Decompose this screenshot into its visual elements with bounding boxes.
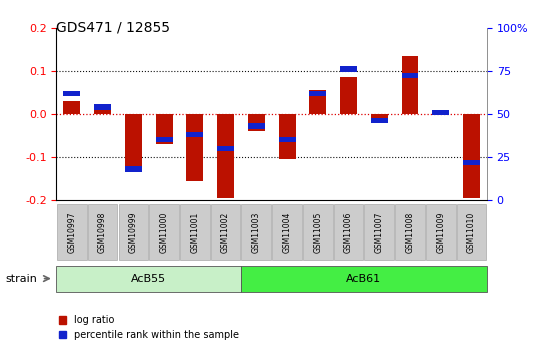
Text: GSM11010: GSM11010 [467, 211, 476, 253]
Bar [340, 77, 357, 114]
Bar [63, 101, 80, 114]
Bar [94, 104, 111, 110]
Bar [433, 110, 449, 114]
Bar [125, 114, 142, 172]
Bar [463, 159, 480, 165]
Text: GSM11001: GSM11001 [190, 211, 200, 253]
Bar [309, 91, 326, 96]
Bar [248, 114, 265, 131]
Bar [186, 132, 203, 137]
Bar [94, 105, 111, 114]
Bar [186, 114, 203, 181]
Text: GSM11002: GSM11002 [221, 211, 230, 253]
Text: GSM11007: GSM11007 [375, 211, 384, 253]
Bar [125, 167, 142, 172]
Bar [463, 114, 480, 198]
Bar [155, 137, 173, 142]
Bar [433, 110, 449, 115]
Bar [401, 73, 419, 79]
Bar [340, 66, 357, 72]
Bar [279, 137, 295, 142]
Text: strain: strain [5, 274, 37, 284]
Text: GSM11000: GSM11000 [160, 211, 168, 253]
Legend: log ratio, percentile rank within the sample: log ratio, percentile rank within the sa… [59, 315, 239, 340]
Text: GSM11004: GSM11004 [282, 211, 292, 253]
Bar [401, 56, 419, 114]
Text: GSM11003: GSM11003 [252, 211, 261, 253]
Bar [279, 114, 295, 159]
Text: GSM10999: GSM10999 [129, 211, 138, 253]
Bar [371, 114, 388, 122]
Text: GSM11006: GSM11006 [344, 211, 353, 253]
Text: GSM11005: GSM11005 [313, 211, 322, 253]
Bar [217, 114, 234, 198]
Bar [155, 114, 173, 144]
Text: AcB61: AcB61 [346, 274, 381, 284]
Bar [309, 90, 326, 114]
Bar [248, 124, 265, 129]
Text: GSM10998: GSM10998 [98, 211, 107, 253]
Text: GSM11009: GSM11009 [436, 211, 445, 253]
Text: GSM10997: GSM10997 [67, 211, 76, 253]
Text: GSM11008: GSM11008 [406, 211, 415, 253]
Text: GDS471 / 12855: GDS471 / 12855 [56, 21, 171, 35]
Bar [63, 91, 80, 96]
Bar [371, 118, 388, 124]
Bar [217, 146, 234, 151]
Text: AcB55: AcB55 [131, 274, 166, 284]
